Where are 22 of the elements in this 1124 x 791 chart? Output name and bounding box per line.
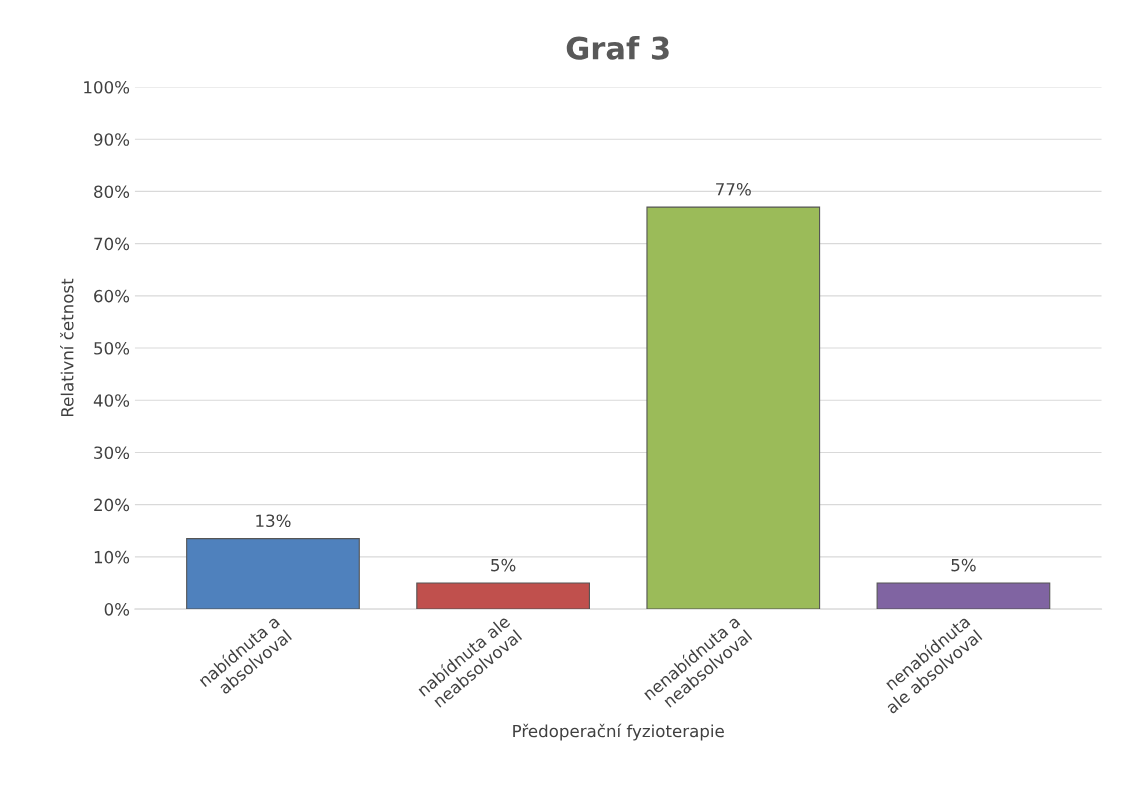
bar — [646, 206, 821, 610]
data-label: 5% — [491, 558, 516, 572]
y-tick-label: 90% — [94, 133, 130, 146]
data-label: 5% — [951, 558, 976, 572]
y-tick-label: 60% — [94, 289, 130, 303]
bar — [416, 582, 590, 610]
y-axis-title: Relativní četnost — [60, 278, 74, 417]
y-tick-label: 80% — [94, 185, 130, 198]
x-axis-title: Předoperační fyzioterapie — [513, 723, 724, 741]
bar — [876, 582, 1051, 610]
y-tick-label: 0% — [104, 603, 130, 616]
y-tick-label: 100% — [84, 80, 130, 94]
data-label: 13% — [256, 514, 291, 528]
y-tick-label: 20% — [94, 498, 130, 512]
y-tick-label: 70% — [94, 237, 130, 251]
chart-title: Graf 3 — [566, 36, 669, 60]
data-label: 77% — [716, 182, 751, 196]
y-tick-label: 40% — [93, 394, 130, 407]
y-tick-label: 30% — [94, 446, 130, 460]
bar — [186, 538, 360, 610]
y-tick-label: 10% — [94, 550, 130, 564]
y-tick-label: 50% — [94, 342, 130, 355]
